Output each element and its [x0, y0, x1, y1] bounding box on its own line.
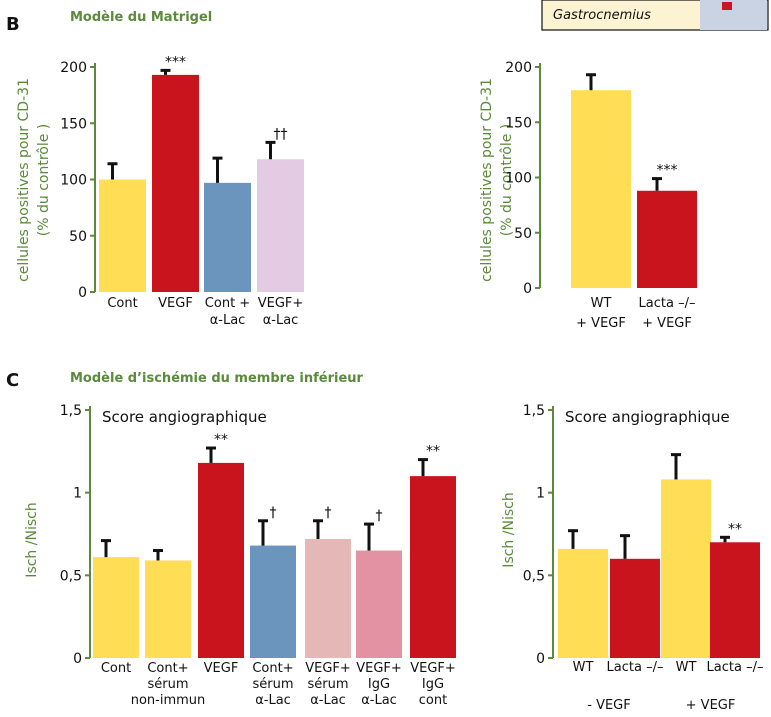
y-tick-label: 0,5	[523, 568, 545, 584]
chart-title: Score angiographique	[565, 408, 730, 426]
bar	[250, 545, 296, 658]
x-tick-label: VEGF+	[258, 296, 304, 311]
bar	[305, 538, 351, 658]
x-tick-label: cont	[419, 693, 447, 708]
y-tick-label: 50	[69, 229, 87, 245]
x-tick-label: Lacta –/–	[639, 296, 696, 311]
bar	[610, 558, 660, 658]
bar	[257, 159, 304, 292]
group-label: + VEGF	[686, 698, 736, 713]
bar	[410, 476, 456, 658]
x-tick-label: IgG	[368, 677, 390, 692]
inset-label: Gastrocnemius	[553, 8, 651, 23]
x-tick-label: + VEGF	[642, 316, 692, 331]
significance-mark: ††	[274, 126, 288, 142]
bar	[204, 182, 251, 292]
x-tick-label: α-Lac	[210, 313, 246, 328]
y-tick-label: 100	[60, 173, 87, 189]
x-tick-label: α-Lac	[255, 693, 291, 708]
y-axis-label: cellules positives pour CD-31	[16, 78, 32, 282]
bar	[99, 179, 146, 292]
panel-c-title: Modèle d’ischémie du membre inférieur	[70, 371, 364, 386]
y-tick-label: 1	[73, 486, 82, 502]
significance-mark: †	[325, 505, 332, 521]
x-tick-label: VEGF	[158, 296, 193, 311]
chart-layer: cellules positives pour CD-31 (% du contr…	[16, 54, 763, 713]
x-tick-label: WT	[591, 296, 612, 311]
y-tick-label: 1,5	[523, 403, 545, 419]
y-axis-label: (% du contrôle )	[36, 124, 52, 236]
x-tick-label: Cont +	[205, 296, 250, 311]
x-tick-label: Cont	[101, 661, 131, 676]
significance-mark: **	[728, 521, 742, 537]
x-tick-label: non-immun	[131, 693, 206, 708]
bar	[356, 550, 402, 658]
x-tick-label: Lacta –/–	[607, 660, 664, 675]
y-tick-label: 100	[505, 171, 532, 187]
y-tick-label: 150	[505, 115, 532, 131]
y-tick-label: 0,5	[60, 568, 82, 584]
y-tick-label: 150	[60, 116, 87, 132]
y-axis-label: (% du contrôle )	[499, 124, 515, 236]
significance-mark: †	[270, 505, 277, 521]
x-tick-label: WT	[573, 660, 594, 675]
x-tick-label: + VEGF	[576, 316, 626, 331]
x-tick-label: Cont+	[252, 661, 293, 676]
y-axis-label: Isch /Nisch	[24, 502, 40, 577]
x-tick-label: VEGF+	[305, 661, 351, 676]
y-tick-label: 200	[60, 60, 87, 76]
y-tick-label: 1,5	[60, 403, 82, 419]
significance-mark: †	[376, 508, 383, 524]
x-tick-label: IgG	[422, 677, 444, 692]
panel-b-letter: B	[6, 14, 20, 35]
y-tick-label: 0	[78, 285, 87, 301]
chart-b-left: cellules positives pour CD-31 (% du contr…	[16, 54, 304, 328]
y-tick-label: 0	[73, 651, 82, 667]
bar	[93, 557, 139, 658]
x-tick-label: VEGF	[204, 661, 239, 676]
chart-c-left: Score angiographique Isch /Nisch 0 0,5 1 1,5 C…	[24, 403, 456, 708]
bar	[558, 548, 608, 658]
y-tick-label: 0	[536, 651, 545, 667]
bar	[571, 90, 631, 288]
x-tick-label: sérum	[147, 677, 188, 692]
significance-mark: ***	[657, 163, 678, 179]
bar	[637, 190, 697, 288]
y-tick-label: 50	[514, 226, 532, 242]
bar	[152, 74, 199, 292]
chart-b-right: cellules positives pour CD-31 (% du contr…	[479, 60, 697, 331]
bar	[661, 479, 711, 658]
x-tick-label: WT	[676, 660, 697, 675]
gastrocnemius-inset: Gastrocnemius	[541, 0, 769, 31]
y-tick-label: 200	[505, 60, 532, 76]
significance-mark: **	[426, 444, 440, 460]
chart-title: Score angiographique	[102, 408, 267, 426]
x-tick-label: α-Lac	[310, 693, 346, 708]
bar	[198, 462, 244, 658]
x-tick-label: VEGF+	[356, 661, 402, 676]
x-tick-label: sérum	[307, 677, 348, 692]
y-tick-label: 0	[523, 281, 532, 297]
x-tick-label: Lacta –/–	[707, 660, 764, 675]
y-tick-label: 1	[536, 486, 545, 502]
y-axis-label: Isch /Nisch	[501, 492, 517, 567]
significance-mark: **	[214, 432, 228, 448]
x-tick-label: VEGF+	[410, 661, 456, 676]
y-axis-label: cellules positives pour CD-31	[479, 78, 495, 282]
group-label: - VEGF	[587, 698, 630, 713]
x-tick-label: α-Lac	[263, 313, 299, 328]
significance-mark: ***	[165, 54, 186, 70]
x-tick-label: Cont	[107, 296, 137, 311]
bar	[710, 542, 760, 658]
x-tick-label: α-Lac	[361, 693, 397, 708]
x-tick-label: sérum	[252, 677, 293, 692]
x-tick-label: Cont+	[147, 661, 188, 676]
panel-c-letter: C	[6, 370, 19, 391]
panel-b-title: Modèle du Matrigel	[70, 10, 212, 25]
chart-c-right: Score angiographique Isch /Nisch 0 0,5 1 1,5 W…	[501, 403, 763, 713]
bar	[145, 560, 191, 658]
